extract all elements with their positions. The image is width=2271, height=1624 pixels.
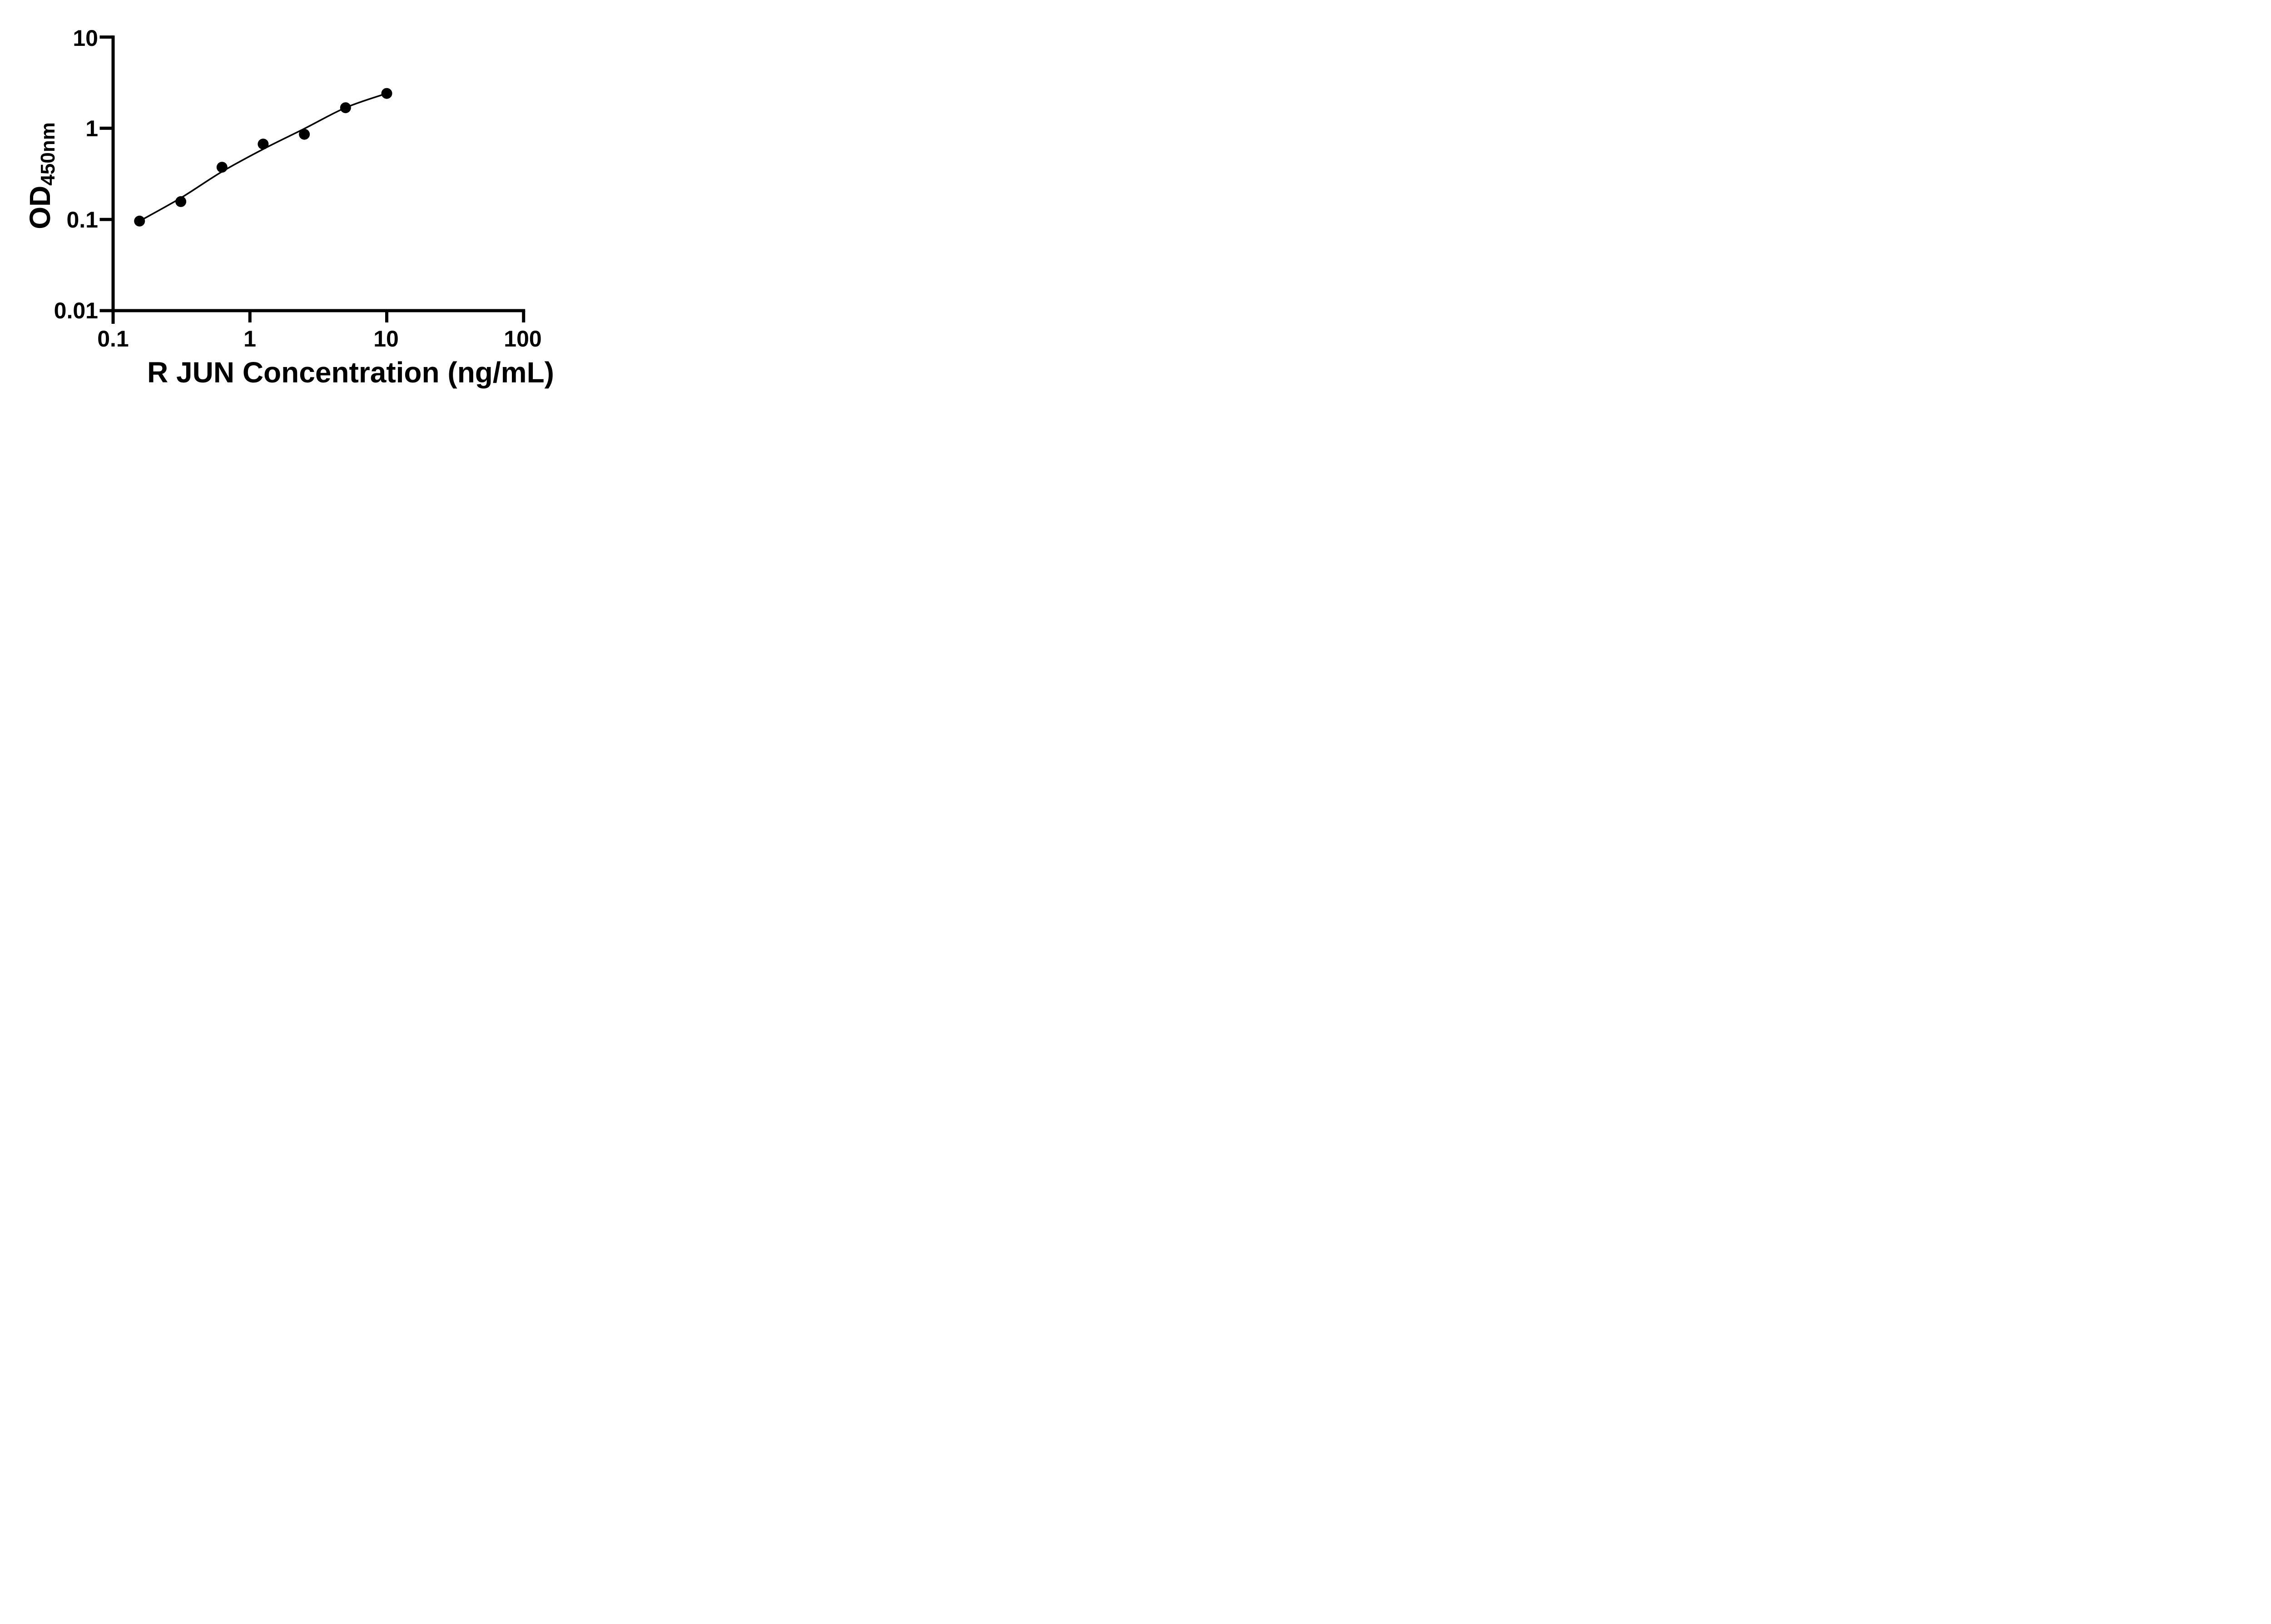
elisa-standard-curve-chart: 10 1 0.1 0.01 0.1 1 10 100 R JUN Concent…: [0, 0, 584, 406]
plot-area: [99, 35, 526, 324]
y-axis-title-main: OD: [24, 185, 56, 229]
data-point: [340, 102, 351, 114]
x-tick-label-1: 1: [243, 326, 256, 352]
y-tick-label-10: 10: [73, 25, 98, 51]
data-point: [216, 162, 228, 173]
x-axis-title: R JUN Concentration (ng/mL): [147, 356, 554, 389]
y-tick-label-0.1: 0.1: [66, 207, 98, 233]
y-tick-label-1: 1: [85, 116, 98, 141]
y-tick-label-0.01: 0.01: [54, 298, 98, 323]
x-tick-label-0.1: 0.1: [97, 326, 129, 352]
x-tick-label-10: 10: [373, 326, 399, 352]
y-axis-title: OD 450nm: [22, 121, 59, 230]
data-point: [134, 215, 145, 227]
y-axis-title-subscript: 450nm: [37, 122, 59, 186]
data-point: [299, 129, 310, 140]
data-point: [381, 88, 392, 99]
data-point: [175, 196, 187, 207]
data-point: [258, 139, 269, 150]
x-tick-label-100: 100: [504, 326, 542, 352]
